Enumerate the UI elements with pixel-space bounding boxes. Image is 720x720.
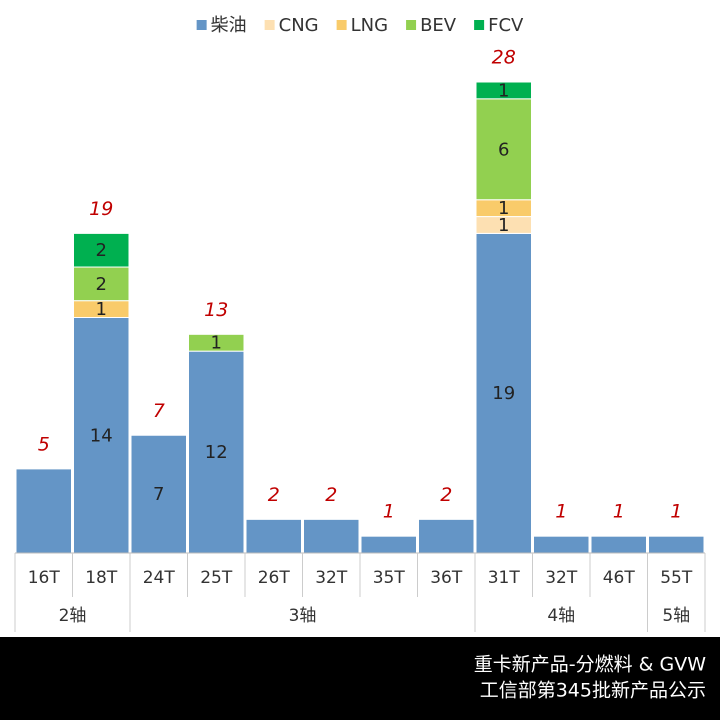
data-label: 1 xyxy=(96,299,107,320)
total-label: 7 xyxy=(153,400,165,422)
bar-segment xyxy=(188,350,245,554)
total-label: 19 xyxy=(89,198,113,220)
bar-segment xyxy=(303,518,360,554)
total-label: 13 xyxy=(204,299,228,321)
data-label: 1 xyxy=(211,333,222,354)
total-label: 1 xyxy=(383,501,395,523)
bar-segment xyxy=(648,535,705,554)
legend-label: FCV xyxy=(488,15,524,36)
legend-swatch xyxy=(196,20,207,30)
legend-swatch xyxy=(336,20,347,30)
x-tick-label: 18T xyxy=(85,568,118,588)
bar-segment xyxy=(73,266,130,302)
x-tick-label: 26T xyxy=(258,568,291,588)
x-tick-label: 46T xyxy=(603,568,636,588)
bar-segment xyxy=(130,434,187,554)
legend-swatch xyxy=(264,20,275,30)
data-label: 2 xyxy=(96,240,107,261)
x-tick-label: 25T xyxy=(200,568,233,588)
data-label: 19 xyxy=(492,383,515,404)
bar-segment xyxy=(590,535,647,554)
legend-label: BEV xyxy=(420,15,457,36)
total-label: 2 xyxy=(440,484,452,506)
x-tick-label: 32T xyxy=(315,568,348,588)
group-label: 5轴 xyxy=(662,606,690,626)
bar-segment xyxy=(15,468,72,554)
legend-label: CNG xyxy=(279,15,319,36)
footer-line: 工信部第345批新产品公示 xyxy=(480,680,706,702)
data-label: 12 xyxy=(205,442,228,463)
total-label: 5 xyxy=(38,433,50,455)
bar-segment xyxy=(475,81,532,100)
total-label: 1 xyxy=(670,501,682,523)
legend-label: 柴油 xyxy=(211,15,247,36)
bar-segment xyxy=(245,518,302,554)
data-label: 1 xyxy=(498,80,509,101)
data-label: 1 xyxy=(498,198,509,219)
x-tick-label: 32T xyxy=(545,568,578,588)
x-tick-label: 36T xyxy=(430,568,463,588)
total-label: 28 xyxy=(492,47,516,69)
data-label: 7 xyxy=(153,484,164,505)
group-label: 3轴 xyxy=(289,606,317,626)
x-tick-label: 55T xyxy=(660,568,693,588)
group-label: 4轴 xyxy=(547,606,575,626)
footer-band xyxy=(0,637,720,720)
legend-swatch xyxy=(406,20,417,30)
total-label: 2 xyxy=(325,484,337,506)
total-label: 2 xyxy=(268,484,280,506)
data-label: 14 xyxy=(90,425,113,446)
bar-segment xyxy=(73,232,130,268)
data-label: 6 xyxy=(498,139,509,160)
x-tick-label: 31T xyxy=(488,568,521,588)
bar-segment xyxy=(188,333,245,352)
bar-segment xyxy=(533,535,590,554)
x-tick-label: 35T xyxy=(373,568,406,588)
data-label: 2 xyxy=(96,274,107,295)
legend-swatch xyxy=(474,20,485,30)
data-label: 1 xyxy=(498,215,509,236)
bar-segment xyxy=(73,317,130,554)
bar-segment xyxy=(360,535,417,554)
group-label: 2轴 xyxy=(59,606,87,626)
legend-label: LNG xyxy=(351,15,388,36)
total-label: 1 xyxy=(613,501,625,523)
bar-segment xyxy=(475,98,532,201)
bar-segment xyxy=(418,518,475,554)
total-label: 1 xyxy=(555,501,567,523)
x-tick-label: 16T xyxy=(28,568,61,588)
footer-line: 重卡新产品-分燃料 & GVW xyxy=(474,654,706,676)
x-tick-label: 24T xyxy=(143,568,176,588)
bar-segment xyxy=(475,232,532,554)
